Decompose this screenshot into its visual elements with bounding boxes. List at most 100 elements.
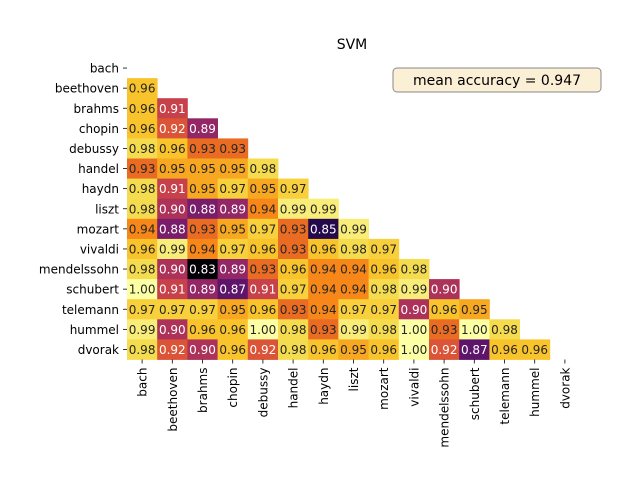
heatmap-cell: [217, 299, 249, 320]
heatmap-cell: [127, 138, 158, 159]
heatmap-cell: [127, 78, 158, 99]
heatmap-cell: [157, 259, 188, 280]
heatmap-cell-value: 0.98: [250, 162, 277, 176]
heatmap-cell-value: 0.95: [159, 162, 186, 176]
heatmap-cell-value: 0.97: [250, 222, 277, 236]
heatmap-cell: [429, 299, 460, 320]
y-tick-label: haydn: [82, 182, 119, 196]
heatmap-cell: [368, 279, 400, 300]
heatmap-cell-value: 0.94: [310, 283, 337, 297]
heatmap-cell: [398, 299, 430, 320]
heatmap-cell-value: 0.89: [219, 263, 246, 277]
heatmap-cell: [278, 279, 309, 300]
heatmap-cell-value: 0.95: [189, 182, 216, 196]
heatmap-cell: [308, 299, 339, 320]
heatmap-cell: [217, 279, 249, 300]
heatmap-cell: [217, 319, 249, 340]
heatmap-cell-value: 0.98: [340, 242, 367, 256]
heatmap-cell: [398, 319, 430, 340]
heatmap-cell-value: 0.98: [129, 343, 156, 357]
heatmap-cell-value: 0.94: [340, 263, 367, 277]
heatmap-cell: [368, 238, 400, 260]
heatmap-cell: [157, 118, 188, 139]
heatmap-cell-value: 0.98: [370, 323, 397, 337]
heatmap-cell-value: 0.98: [129, 263, 156, 277]
heatmap-cell-value: 0.87: [219, 283, 246, 297]
x-tick-label: schubert: [468, 367, 482, 420]
heatmap-cell-value: 0.92: [159, 122, 186, 136]
heatmap-cell: [247, 238, 279, 260]
heatmap-cell: [127, 158, 158, 179]
heatmap-cell-value: 0.98: [280, 323, 307, 337]
heatmap-cell-value: 0.99: [401, 283, 428, 297]
heatmap-cell-value: 1.00: [250, 323, 277, 337]
heatmap-cell-value: 0.96: [370, 343, 397, 357]
heatmap-cell: [429, 319, 460, 340]
heatmap-cell-value: 1.00: [129, 283, 156, 297]
heatmap-cell-value: 0.96: [431, 303, 458, 317]
heatmap-cell: [187, 158, 218, 179]
heatmap-cell: [338, 299, 369, 320]
heatmap-cell: [217, 158, 249, 179]
heatmap-cell-value: 1.00: [401, 323, 428, 337]
heatmap-cell-value: 0.99: [129, 323, 156, 337]
heatmap-cell-value: 0.98: [129, 202, 156, 216]
heatmap-cell: [127, 198, 158, 220]
heatmap-cell: [217, 138, 249, 159]
heatmap-cell-value: 0.96: [250, 242, 277, 256]
heatmap-cell-value: 0.96: [129, 122, 156, 136]
heatmap-cell-value: 0.93: [189, 142, 216, 156]
heatmap-cell: [157, 218, 188, 240]
y-tick-label: telemann: [62, 303, 119, 317]
y-tick-label: handel: [78, 162, 119, 176]
heatmap-cell-value: 0.90: [189, 343, 216, 357]
heatmap-cell: [217, 238, 249, 260]
heatmap-cell: [157, 138, 188, 159]
heatmap-cell-value: 0.96: [310, 242, 337, 256]
x-tick-label: liszt: [347, 367, 361, 391]
y-tick-label: hummel: [70, 323, 119, 337]
heatmap-cell: [127, 279, 158, 300]
heatmap-cell-value: 0.95: [219, 303, 246, 317]
heatmap-cell: [398, 279, 430, 300]
heatmap-cell: [368, 299, 400, 320]
heatmap-cell-value: 0.91: [250, 283, 277, 297]
heatmap-cell: [217, 198, 249, 220]
heatmap-cell: [308, 198, 339, 220]
heatmap-cell: [187, 339, 218, 360]
heatmap-cell: [278, 299, 309, 320]
y-tick-label: vivaldi: [80, 242, 119, 256]
heatmap-cell-value: 0.93: [310, 323, 337, 337]
heatmap-cell-value: 0.92: [431, 343, 458, 357]
heatmap-cell: [247, 259, 279, 280]
heatmap-cell-value: 0.97: [189, 303, 216, 317]
heatmap-cell-value: 0.91: [159, 283, 186, 297]
heatmap-cell-value: 0.89: [189, 283, 216, 297]
heatmap-cell-value: 0.90: [159, 323, 186, 337]
heatmap-cell: [157, 98, 188, 119]
heatmap-cell: [278, 238, 309, 260]
y-tick-label: mozart: [77, 222, 120, 236]
heatmap-cell-value: 0.94: [129, 222, 156, 236]
heatmap-cell-value: 0.88: [159, 222, 186, 236]
heatmap-cell-value: 0.97: [340, 303, 367, 317]
heatmap-cell-value: 0.92: [159, 343, 186, 357]
heatmap-cell-value: 0.97: [370, 303, 397, 317]
heatmap-cell: [429, 339, 460, 360]
x-tick-label: vivaldi: [407, 368, 421, 407]
heatmap-cell-value: 0.95: [189, 162, 216, 176]
mean-accuracy-box: mean accuracy = 0.947: [392, 67, 602, 93]
heatmap-cell-value: 1.00: [461, 323, 488, 337]
heatmap-cell-value: 0.92: [250, 343, 277, 357]
heatmap-cell: [278, 319, 309, 340]
heatmap-cell-value: 0.93: [219, 142, 246, 156]
heatmap-cell: [187, 198, 218, 220]
heatmap-cell: [127, 238, 158, 260]
heatmap-cell-value: 0.98: [491, 323, 518, 337]
heatmap-cell-value: 0.87: [461, 343, 488, 357]
heatmap-cell: [157, 339, 188, 360]
heatmap-cell: [127, 178, 158, 200]
heatmap-cell-value: 0.98: [280, 343, 307, 357]
heatmap-cell: [247, 279, 279, 300]
